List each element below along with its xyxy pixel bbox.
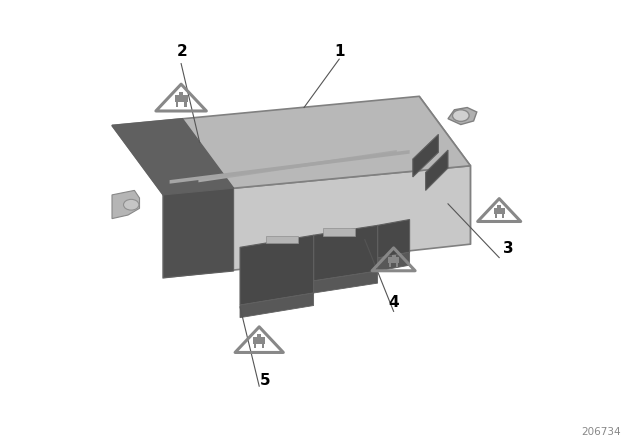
FancyBboxPatch shape [262, 344, 264, 349]
FancyBboxPatch shape [392, 254, 396, 258]
Polygon shape [378, 252, 410, 271]
Polygon shape [240, 235, 314, 305]
Text: 2: 2 [177, 44, 188, 59]
FancyBboxPatch shape [389, 263, 391, 267]
FancyBboxPatch shape [176, 103, 178, 107]
Polygon shape [426, 150, 448, 190]
Polygon shape [112, 96, 470, 195]
Polygon shape [448, 108, 477, 125]
Polygon shape [170, 150, 410, 184]
Text: 3: 3 [504, 241, 514, 256]
FancyBboxPatch shape [396, 263, 398, 267]
Circle shape [452, 110, 469, 121]
Polygon shape [163, 188, 234, 278]
FancyBboxPatch shape [323, 228, 355, 236]
Polygon shape [413, 134, 438, 177]
Polygon shape [419, 96, 470, 244]
Text: 5: 5 [260, 373, 271, 388]
Text: 206734: 206734 [581, 427, 621, 437]
Circle shape [124, 199, 139, 210]
Polygon shape [112, 190, 140, 219]
FancyBboxPatch shape [257, 334, 261, 338]
FancyBboxPatch shape [493, 208, 505, 214]
Polygon shape [314, 225, 378, 281]
Polygon shape [378, 220, 410, 258]
Polygon shape [240, 293, 314, 318]
Polygon shape [112, 119, 234, 195]
FancyBboxPatch shape [254, 344, 257, 349]
FancyBboxPatch shape [502, 214, 504, 218]
Polygon shape [198, 150, 397, 182]
FancyBboxPatch shape [184, 103, 186, 107]
FancyBboxPatch shape [266, 236, 298, 243]
FancyBboxPatch shape [253, 337, 266, 344]
FancyBboxPatch shape [495, 214, 497, 218]
FancyBboxPatch shape [179, 92, 184, 96]
Polygon shape [163, 166, 470, 278]
FancyBboxPatch shape [388, 257, 399, 263]
Text: 1: 1 [334, 44, 344, 59]
FancyBboxPatch shape [497, 205, 501, 209]
Text: 4: 4 [388, 295, 399, 310]
FancyBboxPatch shape [175, 95, 188, 103]
Polygon shape [314, 271, 378, 293]
